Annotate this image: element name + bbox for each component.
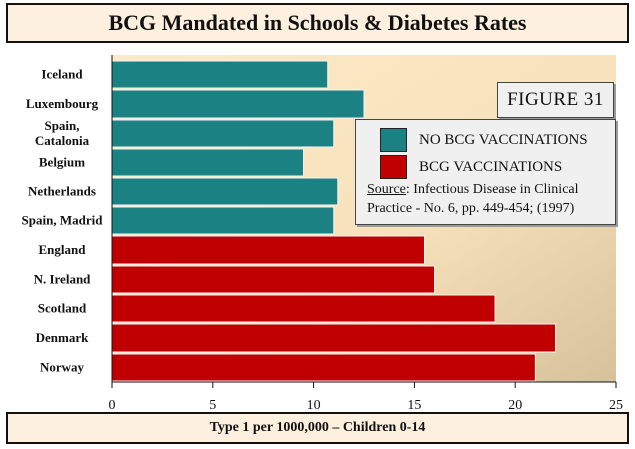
bar-spain-madrid (111, 206, 335, 235)
x-tick-label: 15 (407, 398, 421, 413)
category-label: Norway (40, 360, 85, 375)
x-tick-label: 25 (609, 398, 623, 413)
category-label: Belgium (39, 155, 85, 170)
chart-title: BCG Mandated in Schools & Diabetes Rates (108, 10, 527, 35)
source-text: : Infectious Disease in Clinical Practic… (367, 182, 579, 216)
figure-label-box: FIGURE 31 (497, 82, 614, 118)
figure-label: FIGURE 31 (507, 89, 604, 110)
legend-label-no-bcg: NO BCG VACCINATIONS (419, 131, 588, 148)
category-label: England (39, 242, 87, 257)
bar-luxembourg (111, 89, 365, 119)
source-label: Source (367, 182, 406, 197)
legend-label-bcg: BCG VACCINATIONS (419, 158, 563, 175)
bar-belgium (111, 148, 305, 177)
bar-n-ireland (111, 265, 436, 294)
x-tick-label: 10 (307, 398, 321, 413)
bar-netherlands (111, 177, 339, 206)
x-axis-label-panel: Type 1 per 1000,000 – Children 0-14 (6, 412, 629, 444)
bar-denmark (111, 323, 557, 353)
category-label: Spain, Catalonia (35, 118, 90, 148)
legend-item-bcg: BCG VACCINATIONS (380, 155, 562, 179)
legend-swatch-bcg (380, 155, 407, 179)
title-panel: BCG Mandated in Schools & Diabetes Rates (6, 3, 629, 43)
category-label: Netherlands (28, 184, 96, 199)
bar-norway (111, 353, 536, 382)
category-label: Denmark (36, 330, 89, 345)
x-tick-label: 0 (109, 398, 116, 413)
legend: NO BCG VACCINATIONS BCG VACCINATIONS Sou… (355, 119, 616, 225)
x-tick-label: 20 (508, 398, 522, 413)
category-label: Luxembourg (26, 96, 99, 111)
bar-iceland (111, 60, 329, 89)
bar-scotland (111, 294, 496, 323)
bar-england (111, 235, 425, 265)
category-label: Iceland (41, 67, 83, 82)
source-note: Source: Infectious Disease in Clinical P… (367, 180, 612, 218)
category-label: N. Ireland (34, 272, 92, 287)
category-label: Scotland (38, 301, 87, 316)
bar-spain-catalonia (111, 119, 335, 148)
legend-item-no-bcg: NO BCG VACCINATIONS (380, 128, 588, 152)
category-label: Spain, Madrid (22, 213, 104, 228)
x-axis-label: Type 1 per 1000,000 – Children 0-14 (209, 420, 426, 435)
x-tick-label: 5 (209, 398, 216, 413)
legend-swatch-no-bcg (380, 128, 407, 152)
